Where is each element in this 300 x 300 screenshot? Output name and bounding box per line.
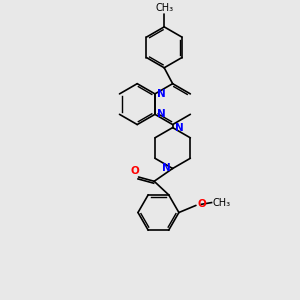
Text: N: N (157, 89, 166, 99)
Text: O: O (197, 199, 206, 209)
Text: CH₃: CH₃ (155, 3, 173, 13)
Text: O: O (131, 166, 140, 176)
Text: CH₃: CH₃ (212, 198, 230, 208)
Text: N: N (175, 123, 184, 133)
Text: N: N (162, 164, 170, 173)
Text: N: N (157, 109, 166, 119)
